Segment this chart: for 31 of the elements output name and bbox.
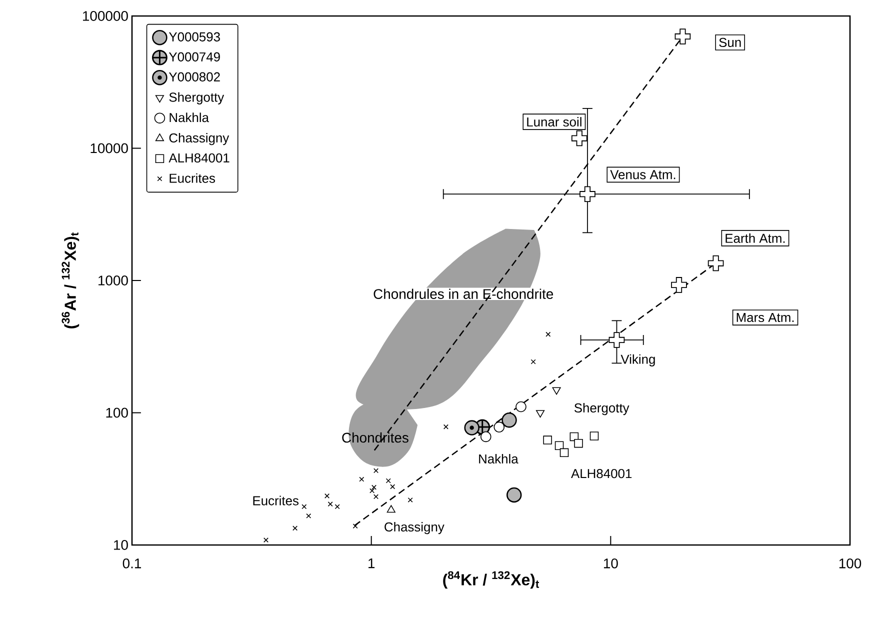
- x-tick-label: 0.1: [122, 558, 142, 568]
- annotation: Venus Atm.: [610, 170, 676, 180]
- x-tick-label: 1: [368, 558, 375, 568]
- legend-label: Y000593: [168, 32, 220, 42]
- legend-label: Y000802: [168, 72, 220, 82]
- legend-label: Chassigny: [169, 132, 230, 146]
- x-tick-label: 10: [604, 558, 618, 568]
- legend-label: Nakhla: [170, 112, 209, 122]
- annotation: Eucrites: [253, 496, 299, 506]
- legend-label: Shergotty: [169, 92, 224, 104]
- annotation: Earth Atm.: [726, 233, 785, 243]
- annotation: Shergotty: [574, 403, 630, 416]
- series-label: Chondrules in an E-chondrite: [374, 288, 554, 299]
- annotation: Nakhla: [479, 454, 518, 464]
- x-axis-title: ($^{84}$Kr / $^{132}$Xe)$_{t}$: [443, 571, 540, 589]
- legend-label: Eucrites: [170, 173, 215, 183]
- legend-label: Y000749: [168, 52, 220, 62]
- annotation: ALH84001: [571, 468, 632, 478]
- annotation: Chassigny: [384, 522, 444, 534]
- x-tick-label: 100: [839, 558, 862, 568]
- annotation: Viking: [620, 354, 655, 366]
- annotation: Lunar soil: [527, 117, 582, 127]
- annotation: Mars Atm.: [736, 313, 794, 322]
- y-tick-label: 1000: [98, 276, 128, 286]
- y-tick-label: 10000: [90, 143, 128, 154]
- y-tick-label: 10: [114, 540, 128, 550]
- y-tick-label: 100000: [83, 11, 128, 21]
- y-axis-title: ($^{36}$Ar / $^{132}$Xe)$_{t}$: [62, 232, 80, 328]
- annotation: Sun: [719, 38, 741, 48]
- y-tick-label: 100: [106, 408, 128, 418]
- legend-label: ALH84001: [168, 153, 230, 163]
